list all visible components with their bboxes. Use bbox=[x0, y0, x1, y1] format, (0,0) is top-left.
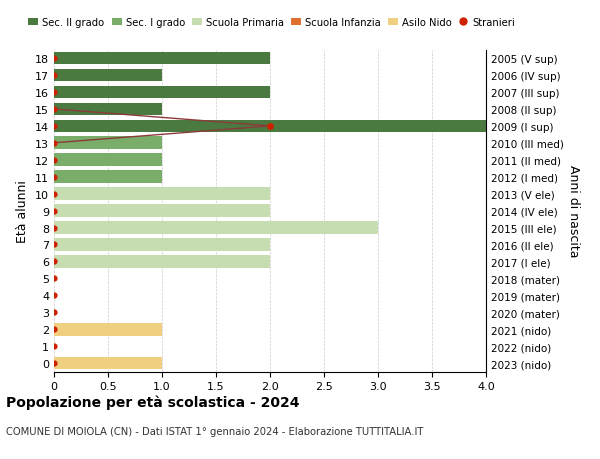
Bar bbox=[54, 154, 162, 167]
Bar bbox=[54, 120, 486, 133]
Bar bbox=[54, 103, 162, 116]
Bar bbox=[54, 323, 162, 336]
Text: COMUNE DI MOIOLA (CN) - Dati ISTAT 1° gennaio 2024 - Elaborazione TUTTITALIA.IT: COMUNE DI MOIOLA (CN) - Dati ISTAT 1° ge… bbox=[6, 426, 424, 436]
Bar bbox=[54, 239, 270, 251]
Bar bbox=[54, 222, 378, 235]
Bar bbox=[54, 205, 270, 218]
Text: Popolazione per età scolastica - 2024: Popolazione per età scolastica - 2024 bbox=[6, 395, 299, 409]
Bar bbox=[54, 188, 270, 201]
Y-axis label: Età alunni: Età alunni bbox=[16, 180, 29, 242]
Bar bbox=[54, 53, 270, 65]
Bar bbox=[54, 86, 270, 99]
Bar bbox=[54, 256, 270, 268]
Bar bbox=[54, 171, 162, 184]
Bar bbox=[54, 69, 162, 82]
Y-axis label: Anni di nascita: Anni di nascita bbox=[568, 165, 580, 257]
Legend: Sec. II grado, Sec. I grado, Scuola Primaria, Scuola Infanzia, Asilo Nido, Stran: Sec. II grado, Sec. I grado, Scuola Prim… bbox=[25, 14, 519, 32]
Bar bbox=[54, 357, 162, 369]
Bar bbox=[54, 137, 162, 150]
